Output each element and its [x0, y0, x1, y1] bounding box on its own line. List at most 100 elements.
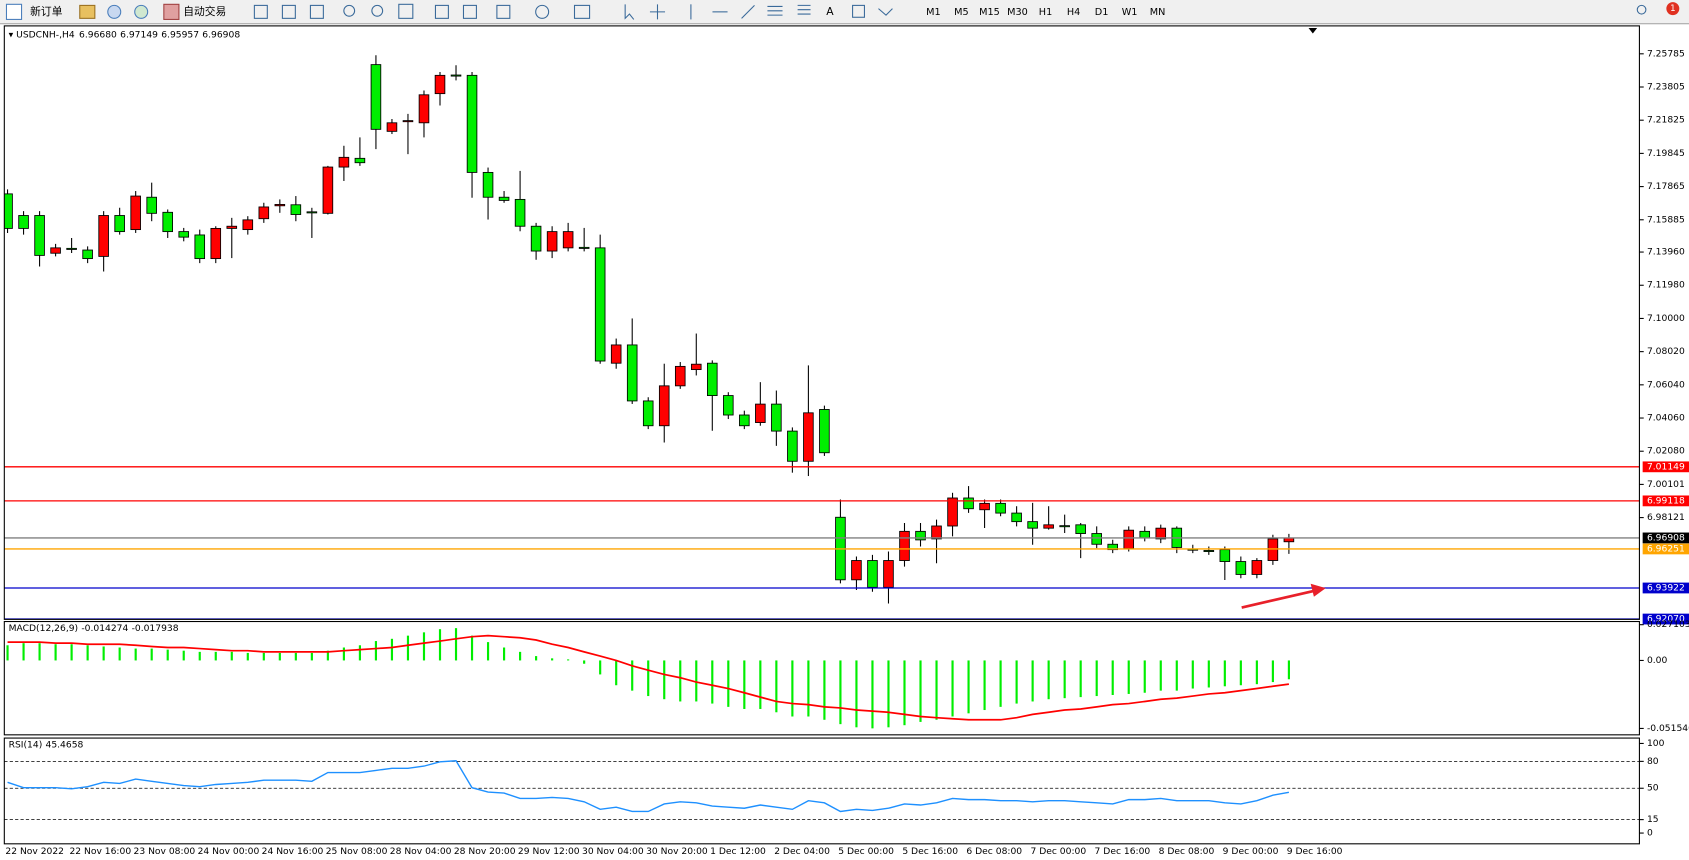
trendline-tool[interactable]	[741, 5, 755, 19]
toolbar-icon[interactable]	[309, 4, 324, 19]
search-icon[interactable]	[1636, 4, 1647, 15]
toolbar-icon[interactable]	[398, 3, 414, 19]
candle-body	[931, 525, 942, 540]
y-tick-label: 7.04060	[1647, 413, 1685, 424]
macd-bar	[615, 660, 618, 686]
toolbar-icon[interactable]	[496, 4, 511, 19]
candle-body	[1155, 527, 1167, 540]
candle-body	[626, 344, 638, 402]
label-tool[interactable]	[852, 4, 865, 18]
toolbar-icon[interactable]	[107, 4, 122, 19]
shift-marker	[1308, 28, 1318, 34]
toolbar-bg	[0, 0, 1689, 24]
macd-bar	[711, 660, 714, 704]
toolbar-icon[interactable]	[79, 4, 96, 19]
timeframe-button[interactable]: H4	[1067, 7, 1080, 18]
notification-badge[interactable]	[1666, 2, 1680, 16]
auto-trading-icon[interactable]	[163, 3, 180, 20]
candle-body	[466, 74, 478, 173]
new-order-button[interactable]: 新订单	[30, 5, 63, 18]
toolbar-icon[interactable]	[253, 4, 268, 19]
toolbar-icon[interactable]	[573, 4, 591, 19]
timeframe-button[interactable]: MN	[1150, 7, 1166, 18]
candle-body	[1091, 533, 1102, 545]
price-level-tag	[1642, 613, 1689, 625]
macd-bar	[1143, 660, 1146, 693]
candle-body	[530, 225, 542, 252]
macd-bar	[663, 660, 666, 700]
candle-body	[450, 74, 462, 77]
candle-body	[4, 193, 13, 229]
rsi-pane-border	[3, 737, 1640, 845]
x-tick-label: 23 Nov 08:00	[134, 846, 196, 857]
macd-header: MACD(12,26,9) -0.014274 -0.017938	[9, 623, 179, 634]
timeframe-button[interactable]: M30	[1007, 7, 1028, 18]
toolbar-icon[interactable]	[462, 4, 477, 19]
cursor-tool[interactable]	[624, 4, 635, 20]
candle-body	[739, 414, 750, 427]
candle-body	[338, 156, 350, 168]
macd-value: -0.014274	[81, 623, 128, 634]
candle-body	[210, 227, 222, 260]
toolbar-icon[interactable]	[535, 4, 550, 19]
macd-bar	[438, 629, 442, 661]
macd-bar	[983, 660, 986, 711]
candle-body	[1075, 524, 1086, 534]
macd-bar	[679, 660, 682, 702]
timeframe-button[interactable]: M1	[926, 7, 941, 18]
macd-bar	[406, 635, 410, 661]
macd-bar	[727, 660, 730, 707]
price-header: ▾ USDCNH-,H4 6.96680 6.97149 6.95957 6.96908	[9, 29, 241, 40]
timeframe-button[interactable]: D1	[1095, 7, 1109, 18]
macd-bar	[102, 646, 105, 661]
macd-bar	[631, 660, 634, 691]
channel-tool[interactable]	[767, 5, 783, 16]
macd-bar	[871, 660, 874, 729]
text-tool[interactable]: A	[826, 5, 834, 18]
candle-body	[498, 196, 510, 201]
macd-bar	[134, 648, 137, 661]
signal-value: -0.017938	[132, 623, 179, 634]
candle-body	[274, 204, 286, 207]
macd-bar	[1255, 660, 1258, 685]
close-value: 6.96908	[202, 29, 240, 40]
toolbar-icon[interactable]	[371, 4, 384, 17]
timeframe-button[interactable]: M5	[954, 7, 969, 18]
timeframe-button[interactable]: W1	[1122, 7, 1138, 18]
crosshair-tool[interactable]	[649, 4, 666, 20]
symbol: USDCNH-,H4	[16, 29, 75, 40]
timeframe-button[interactable]: H1	[1039, 7, 1052, 18]
toolbar-icon[interactable]	[343, 4, 356, 17]
candle-body	[1059, 525, 1070, 528]
candle-body	[114, 215, 125, 233]
auto-trading-button[interactable]: 自动交易	[183, 5, 226, 18]
new-order-icon[interactable]	[5, 3, 23, 20]
x-tick-label: 8 Dec 08:00	[1159, 846, 1215, 857]
macd-bar	[422, 632, 426, 661]
macd-bar	[1047, 660, 1050, 700]
arrow-shaft	[1241, 588, 1318, 609]
toolbar-icon[interactable]	[281, 4, 296, 19]
toolbar-icon[interactable]	[434, 4, 449, 19]
candle-body	[1235, 561, 1247, 575]
timeframe-button[interactable]: M15	[979, 7, 1000, 18]
macd-bar	[1159, 660, 1162, 691]
x-tick-label: 9 Dec 16:00	[1287, 846, 1343, 857]
macd-bar	[1095, 660, 1098, 697]
fibo-tool[interactable]	[797, 4, 811, 15]
candle-body	[707, 362, 718, 396]
macd-bar	[1287, 660, 1290, 680]
y-tick-label: 7.23805	[1647, 82, 1685, 93]
arrows-tool[interactable]	[878, 8, 893, 16]
candle-body	[514, 198, 526, 227]
macd-bar	[1223, 660, 1226, 687]
macd-title: MACD(12,26,9)	[9, 623, 79, 634]
toolbar-icon[interactable]	[134, 4, 149, 19]
rsi-value: 45.4658	[46, 739, 84, 750]
macd-bar	[166, 649, 169, 661]
candle-body	[562, 231, 574, 249]
y-tick-label: 7.21825	[1647, 115, 1685, 126]
x-tick-label: 5 Dec 16:00	[902, 846, 958, 857]
candle-body	[370, 64, 382, 130]
